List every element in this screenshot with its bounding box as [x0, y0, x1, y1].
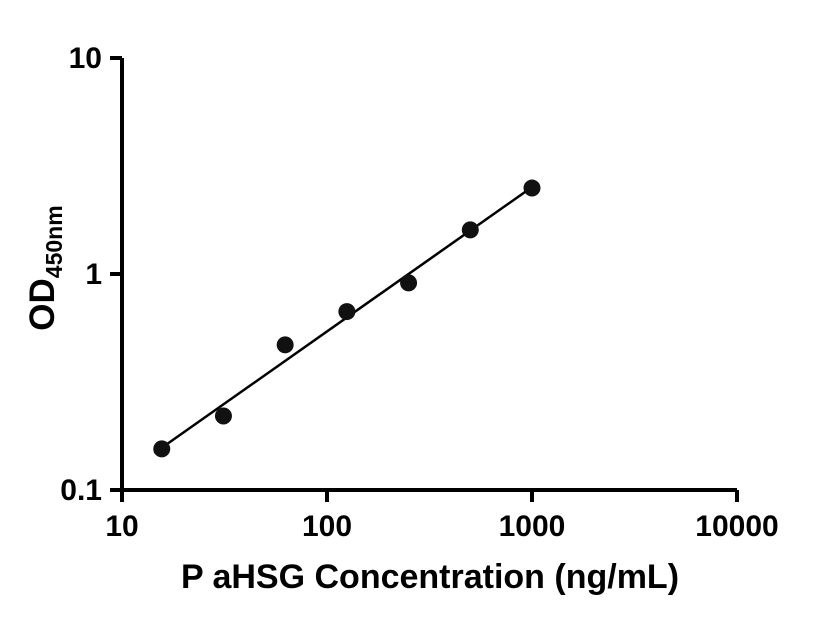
- data-point: [400, 274, 418, 292]
- x-axis-title: P aHSG Concentration (ng/mL): [181, 558, 679, 596]
- plot-area: 10 100 1000 10000 0.1 1 10: [60, 42, 778, 543]
- data-point: [523, 179, 541, 197]
- data-point: [214, 407, 232, 425]
- y-tick-label: 0.1: [60, 474, 102, 507]
- y-axis-title-sub: 450nm: [41, 205, 67, 278]
- x-tick-label: 10: [105, 510, 138, 543]
- data-point: [338, 303, 356, 321]
- y-tick-label: 10: [69, 42, 102, 75]
- axes-frame: [120, 58, 737, 492]
- y-axis-title-main: OD: [23, 278, 62, 331]
- data-point: [276, 336, 294, 354]
- y-axis-title: OD450nm: [23, 205, 67, 330]
- data-point: [461, 221, 479, 239]
- x-tick-label: 10000: [695, 510, 778, 543]
- x-tick-label: 100: [302, 510, 352, 543]
- y-tick-label: 1: [85, 258, 102, 291]
- data-point: [153, 440, 171, 458]
- x-tick-label: 1000: [499, 510, 566, 543]
